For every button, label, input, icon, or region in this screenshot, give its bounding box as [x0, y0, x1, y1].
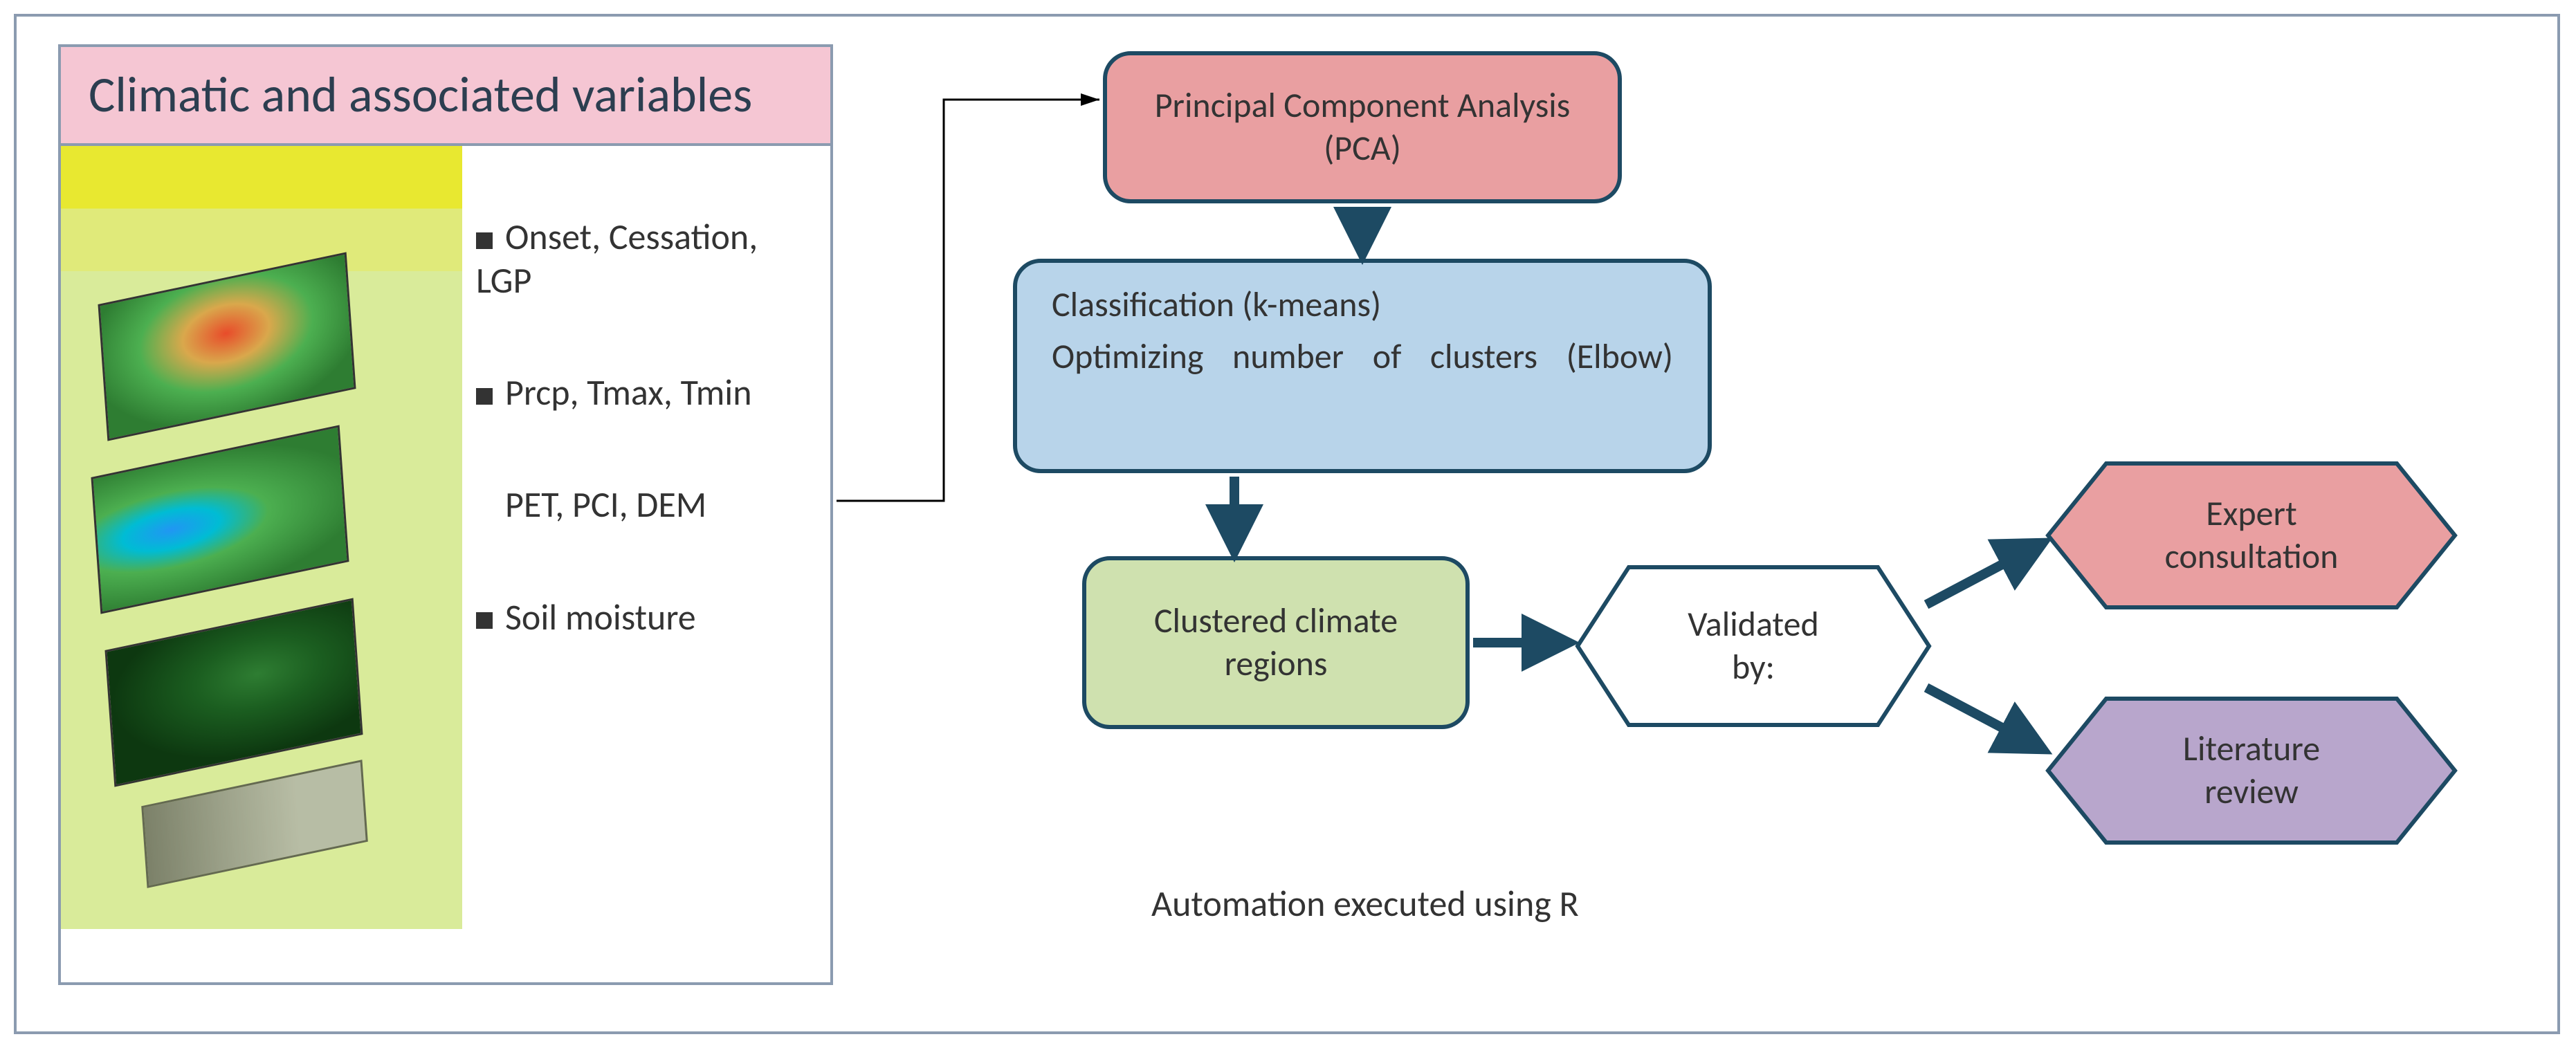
footer-text: Automation executed using R	[1151, 881, 1579, 926]
node-label: Literature	[2183, 728, 2320, 771]
classification-node: Classification (k-means) Optimizing numb…	[1013, 259, 1712, 473]
node-label: Validated	[1688, 603, 1819, 647]
diagram-canvas: Climatic and associated variables Onset,…	[14, 14, 2560, 1034]
node-label: by:	[1688, 646, 1819, 690]
raster-tile-icon	[104, 598, 363, 787]
variables-list: Onset, Cessation, LGP Prcp, Tmax, Tmin P…	[462, 146, 830, 929]
variables-panel-body: Onset, Cessation, LGP Prcp, Tmax, Tmin P…	[61, 146, 830, 929]
node-label: Optimizing number of clusters (Elbow)	[1052, 335, 1673, 379]
bullet-icon	[476, 612, 493, 629]
literature-review-node: Literature review	[2044, 695, 2459, 847]
raster-tile-icon	[91, 425, 349, 614]
validated-by-node: Validated by:	[1573, 563, 1933, 729]
edge-arrow	[1926, 542, 2044, 605]
node-label: Clustered climate	[1154, 600, 1398, 643]
variables-panel-header: Climatic and associated variables	[61, 47, 830, 146]
list-item-label: Prcp, Tmax, Tmin	[505, 370, 752, 414]
list-item: Onset, Cessation, LGP	[476, 215, 810, 302]
list-item-label: PET, PCI, DEM	[505, 482, 706, 526]
bullet-icon	[476, 388, 493, 405]
list-item: Soil moisture	[476, 596, 810, 638]
node-label: Principal Component Analysis	[1155, 84, 1571, 128]
raster-stack-graphic	[61, 146, 462, 929]
list-item: PET, PCI, DEM	[476, 483, 810, 526]
edge-arrow	[1926, 688, 2044, 750]
raster-tile-icon	[141, 760, 368, 888]
list-item-label: Onset, Cessation, LGP	[476, 214, 758, 302]
bullet-icon	[476, 232, 493, 249]
node-label: (PCA)	[1155, 127, 1571, 171]
node-label: consultation	[2165, 535, 2339, 579]
node-label: review	[2183, 771, 2320, 814]
variables-panel: Climatic and associated variables Onset,…	[58, 44, 833, 985]
list-item: Prcp, Tmax, Tmin	[476, 371, 810, 414]
clustered-regions-node: Clustered climate regions	[1082, 556, 1470, 729]
node-label: Classification (k-means)	[1052, 284, 1673, 327]
node-label: Expert	[2165, 493, 2339, 536]
list-item-label: Soil moisture	[505, 595, 696, 639]
raster-tile-icon	[98, 252, 356, 441]
expert-consultation-node: Expert consultation	[2044, 459, 2459, 612]
node-label: regions	[1154, 643, 1398, 686]
pca-node: Principal Component Analysis (PCA)	[1103, 51, 1622, 203]
